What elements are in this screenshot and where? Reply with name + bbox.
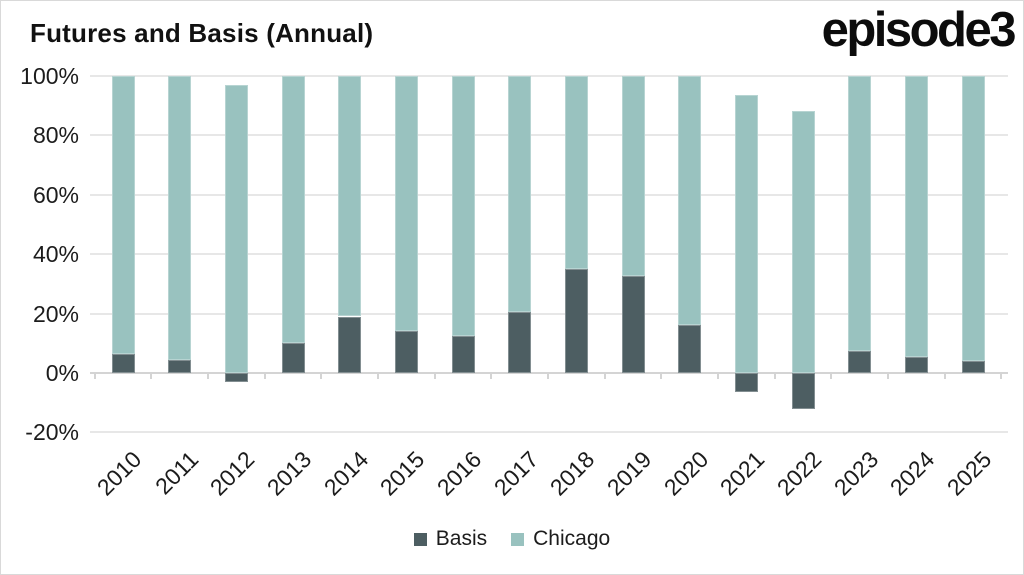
x-axis-tick xyxy=(150,373,153,379)
bar-chicago-2025 xyxy=(961,75,985,362)
x-axis-tick xyxy=(547,373,550,379)
x-axis-tick xyxy=(433,373,436,379)
gridline-60pct xyxy=(90,193,1008,196)
y-axis-label-100pct: 100% xyxy=(20,62,79,89)
bar-chicago-2021 xyxy=(734,94,758,373)
chart-title: Futures and Basis (Annual) xyxy=(30,18,374,48)
bar-chicago-2013 xyxy=(281,75,305,344)
bar-basis-2011 xyxy=(168,359,192,373)
bar-basis-2012 xyxy=(224,373,248,382)
x-axis-tick xyxy=(773,373,776,379)
legend-label-chicago: Chicago xyxy=(533,527,611,550)
y-axis-label-40pct: 40% xyxy=(32,241,79,268)
bar-chicago-2022 xyxy=(791,111,815,373)
gridline-20pct xyxy=(90,312,1008,315)
y-axis-label-60pct: 60% xyxy=(32,181,79,208)
x-axis-tick xyxy=(490,373,493,379)
legend-label-basis: Basis xyxy=(435,527,488,550)
bar-basis-2018 xyxy=(564,268,588,373)
bar-basis-2024 xyxy=(904,356,928,373)
x-axis-tick xyxy=(207,373,210,379)
bar-basis-2019 xyxy=(621,276,645,373)
x-axis-tick xyxy=(377,373,380,379)
x-axis-tick xyxy=(717,373,720,379)
bar-chicago-2014 xyxy=(338,75,362,317)
bar-basis-2023 xyxy=(848,350,872,373)
gridline-100pct xyxy=(90,74,1008,77)
bar-chicago-2017 xyxy=(508,75,532,313)
y-axis-label-20pct: 20% xyxy=(32,300,79,327)
x-axis-tick xyxy=(943,373,946,379)
bar-chicago-2011 xyxy=(168,75,192,360)
bar-basis-2017 xyxy=(508,312,532,373)
bar-chicago-2024 xyxy=(904,75,928,357)
gridline--20pct xyxy=(90,431,1008,434)
legend-item-basis: Basis xyxy=(413,527,488,551)
legend: Basis Chicago xyxy=(0,527,1024,551)
bar-chicago-2010 xyxy=(111,75,135,354)
x-axis-tick xyxy=(830,373,833,379)
episode3-logo: episode3 xyxy=(821,3,1017,57)
y-axis-label-80pct: 80% xyxy=(32,122,79,149)
bar-chicago-2016 xyxy=(451,75,475,336)
bar-basis-2014 xyxy=(338,316,362,373)
bar-chicago-2023 xyxy=(848,75,872,351)
gridline-80pct xyxy=(90,134,1008,137)
legend-item-chicago: Chicago xyxy=(511,527,610,551)
y-axis-label--20pct: -20% xyxy=(25,419,79,446)
bar-chicago-2019 xyxy=(621,75,645,277)
bar-chicago-2012 xyxy=(224,84,248,373)
legend-swatch-chicago xyxy=(511,532,525,546)
bar-basis-2025 xyxy=(961,361,985,373)
bar-basis-2021 xyxy=(734,373,758,393)
bar-chicago-2018 xyxy=(564,75,588,269)
x-axis-tick xyxy=(93,373,96,379)
bar-chicago-2015 xyxy=(394,75,418,332)
bar-basis-2022 xyxy=(791,373,815,409)
gridline-40pct xyxy=(90,253,1008,256)
bar-basis-2016 xyxy=(451,335,475,373)
x-axis-tick xyxy=(660,373,663,379)
y-axis-label-0pct: 0% xyxy=(45,360,79,386)
x-axis-tick xyxy=(263,373,266,379)
bar-basis-2010 xyxy=(111,353,135,373)
legend-swatch-basis xyxy=(413,532,427,546)
bar-basis-2013 xyxy=(281,343,305,373)
bar-basis-2015 xyxy=(394,331,418,373)
x-axis-tick xyxy=(320,373,323,379)
x-axis-tick xyxy=(887,373,890,379)
x-axis-tick xyxy=(603,373,606,379)
x-axis-tick xyxy=(1000,373,1003,379)
bar-basis-2020 xyxy=(678,325,702,373)
bar-chicago-2020 xyxy=(678,75,702,326)
